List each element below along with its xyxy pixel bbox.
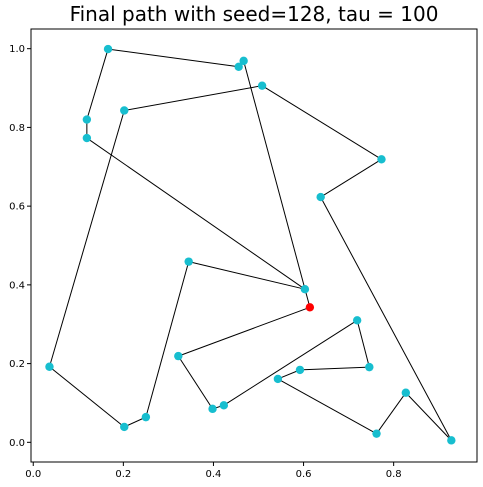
y-axis-ticks: 0.0 0.2 0.4 0.6 0.8 1.0 [9, 44, 31, 449]
x-tick-label: 0.8 [386, 469, 402, 480]
path-segment [49, 366, 125, 428]
path-segment [86, 137, 306, 290]
city-point [372, 429, 381, 438]
city-point [316, 192, 325, 202]
city-point [239, 56, 248, 66]
start-point-layer [305, 303, 315, 312]
path-segment [178, 306, 311, 357]
y-tick-label: 0.8 [9, 123, 25, 134]
city-point [257, 81, 267, 90]
path-segment [188, 261, 306, 290]
city-point [401, 388, 411, 397]
path-segment [277, 378, 377, 435]
city-point [300, 284, 310, 294]
path-segment [124, 85, 263, 111]
path-segment [107, 48, 239, 68]
x-tick-label: 0.2 [115, 469, 131, 480]
city-point [45, 362, 54, 371]
city-point [174, 351, 183, 361]
city-point [295, 365, 305, 375]
city-points [45, 44, 456, 445]
city-point [219, 401, 229, 410]
city-point [365, 362, 374, 372]
y-tick-label: 0.6 [9, 202, 25, 213]
city-point [234, 62, 243, 71]
path-segment [405, 392, 452, 441]
path-segment [86, 48, 109, 120]
path-segment [356, 320, 370, 368]
path-segment [145, 261, 190, 418]
x-tick-label: 0.6 [296, 469, 312, 480]
path-segment [261, 85, 382, 160]
x-axis-ticks: 0.0 0.2 0.4 0.6 0.8 [25, 462, 402, 480]
city-point [103, 44, 113, 54]
city-point [120, 422, 129, 432]
city-point [141, 412, 151, 422]
city-point [120, 106, 129, 115]
city-point [352, 316, 362, 325]
city-point [377, 155, 386, 164]
y-tick-label: 0.2 [9, 359, 25, 370]
x-tick-label: 0.4 [206, 469, 222, 480]
path-segment [223, 319, 358, 406]
x-tick-label: 0.0 [25, 469, 41, 480]
path-segment [299, 366, 370, 371]
city-point [82, 133, 92, 143]
path-segment [320, 158, 382, 198]
city-point [447, 436, 456, 445]
city-point [208, 404, 217, 414]
chart-title: Final path with seed=128, tau = 100 [70, 2, 439, 26]
path-segment [48, 110, 125, 367]
city-point [273, 374, 283, 384]
city-point [184, 257, 193, 266]
y-tick-label: 0.0 [9, 438, 25, 449]
y-tick-label: 1.0 [9, 44, 25, 55]
path-segment [320, 196, 452, 441]
path-segment [177, 355, 213, 410]
y-tick-label: 0.4 [9, 280, 25, 291]
path-segment [376, 392, 407, 434]
city-point [82, 115, 92, 124]
start-point [305, 303, 315, 312]
path-segment [243, 60, 311, 308]
